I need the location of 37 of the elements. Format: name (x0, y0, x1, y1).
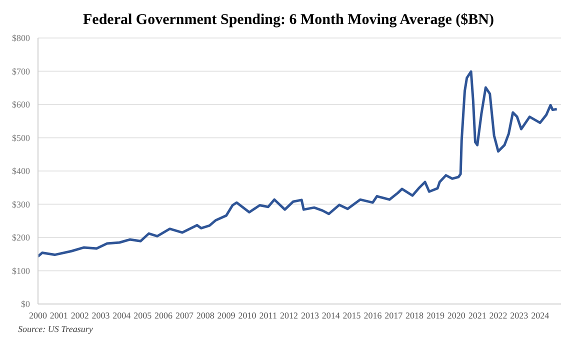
y-tick-label: $700 (12, 66, 30, 76)
x-tick-label: 2019 (426, 310, 445, 320)
x-tick-label: 2004 (112, 310, 132, 320)
x-tick-label: 2020 (447, 310, 466, 320)
x-tick-label: 2012 (280, 310, 298, 320)
y-tick-label: $0 (21, 299, 30, 310)
x-tick-label: 2014 (322, 310, 340, 320)
x-tick-label: 2018 (406, 310, 424, 320)
x-tick-label: 2016 (364, 310, 382, 320)
y-tick-label: $300 (12, 199, 30, 210)
x-tick-label: 2022 (489, 310, 508, 320)
x-tick-label: 2003 (92, 310, 110, 320)
x-tick-label: 2013 (300, 310, 320, 320)
chart-title: Federal Government Spending: 6 Month Moving Average ($BN) (82, 11, 495, 30)
x-tick-label: 2002 (70, 310, 89, 320)
source-note: Source: US Treasury (17, 324, 94, 334)
x-tick-label: 2015 (342, 310, 362, 320)
x-tick-label: 2010 (238, 310, 257, 320)
y-tick-label: $500 (12, 132, 30, 143)
x-tick-label: 2008 (196, 310, 215, 320)
x-tick-label: 2009 (217, 310, 236, 320)
x-tick-label: 2023 (510, 310, 529, 320)
x-tick-label: 2007 (175, 310, 194, 320)
x-tick-label: 2011 (259, 310, 277, 320)
line-series (38, 70, 558, 258)
y-tick-label: $400 (12, 166, 30, 176)
y-tick-label: $600 (12, 100, 30, 110)
y-tick-label: $800 (12, 33, 30, 44)
y-tick-label: $100 (12, 266, 30, 276)
x-tick-label: 2021 (468, 310, 486, 320)
x-tick-label: 2024 (531, 310, 550, 320)
x-tick-label: 2017 (384, 310, 404, 320)
y-tick-label: $200 (12, 232, 30, 243)
x-tick-label: 2001 (50, 310, 68, 320)
x-tick-label: 2006 (154, 310, 174, 320)
x-tick-label: 2005 (134, 310, 152, 320)
x-tick-label: 2000 (29, 310, 48, 320)
